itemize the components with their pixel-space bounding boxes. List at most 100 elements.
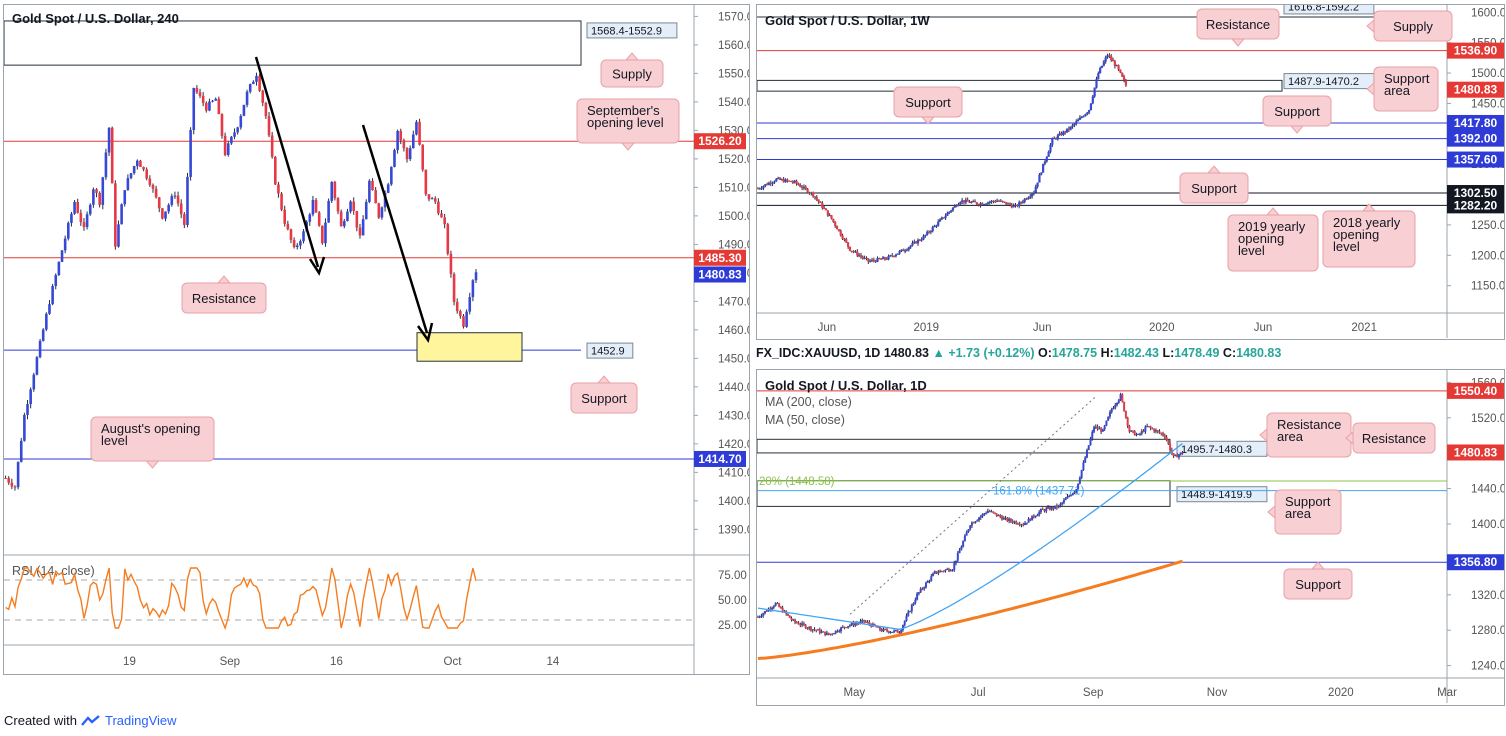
h4-price-tag-1414-bg (694, 450, 746, 467)
weekly-candle (810, 192, 813, 194)
h4-candle (399, 130, 403, 141)
h4-candle (455, 301, 459, 312)
c1-y-tick-label: 1600.00 (1471, 7, 1504, 19)
daily-candle (817, 629, 820, 631)
daily-candle (822, 631, 825, 633)
weekly-support-callout-1: Support (893, 86, 963, 125)
weekly-candle (1038, 174, 1041, 183)
daily-candle (1179, 452, 1182, 455)
h4-candle (252, 81, 255, 85)
daily-candle (901, 625, 904, 631)
weekly-candle (858, 255, 861, 257)
weekly-candle (957, 204, 960, 207)
daily-candle (771, 607, 774, 610)
h4-august-callout-text: level (101, 433, 128, 448)
weekly-support-callout-2: Support (1262, 95, 1332, 134)
footer: Created with TradingView (4, 713, 177, 728)
h4-candle (314, 199, 318, 213)
c0-y-tick-label: 1540.00 (718, 97, 749, 109)
weekly-price-tag: 1536.90 (1454, 44, 1498, 58)
daily-chart-title: Gold Spot / U.S. Dollar, 1D (765, 378, 927, 393)
h4-candle (173, 195, 177, 197)
weekly-candle (856, 251, 859, 256)
h4-support-callout-text: Support (581, 391, 627, 406)
daily-chart-panel[interactable]: Gold Spot / U.S. Dollar, 1D MA (200, clo… (756, 369, 1505, 706)
h4-supply-callout: Supply (600, 52, 664, 88)
daily-candle (919, 588, 922, 593)
h4-candle (405, 148, 409, 160)
weekly-candle (997, 200, 1001, 202)
weekly-candle (1016, 204, 1019, 207)
daily-candle (932, 573, 935, 577)
h4-candle (132, 166, 136, 174)
daily-candle (909, 611, 912, 613)
weekly-2018-opening-callout-text: 2018 yearly (1333, 215, 1401, 230)
c2-x-tick-label: Mar (1437, 687, 1457, 699)
weekly-candle (874, 260, 877, 262)
daily-candle (884, 628, 887, 630)
daily-candle (1082, 462, 1085, 470)
daily-candle (788, 615, 791, 618)
h4-candle (60, 250, 64, 262)
daily-candle (1008, 518, 1011, 522)
c0-y-tick-label: 1420.00 (718, 439, 749, 451)
daily-support-callout: Support (1283, 561, 1353, 600)
h4-candle (16, 461, 20, 488)
weekly-candle (1067, 128, 1070, 130)
daily-candle (1045, 508, 1048, 512)
weekly-candle (1010, 204, 1013, 208)
h4-chart-panel[interactable]: Gold Spot / U.S. Dollar, 240 1570.00 1560… (3, 4, 750, 675)
h4-candle (459, 311, 462, 316)
h4-candle (239, 115, 243, 128)
h4-chart-title: Gold Spot / U.S. Dollar, 240 (12, 11, 179, 26)
daily-zone-0 (757, 438, 1171, 454)
weekly-support-area-callout-pointer (1366, 81, 1375, 97)
footer-brand[interactable]: TradingView (104, 713, 177, 728)
weekly-supply-zone-label: 1616.8-1592.2 (1288, 5, 1359, 13)
daily-candle (942, 571, 945, 573)
c0-y-tick-label: 1510.00 (718, 182, 749, 194)
daily-candle (1137, 433, 1140, 435)
weekly-candle (832, 218, 835, 222)
h4-candle (258, 75, 261, 91)
weekly-chart-panel[interactable]: Gold Spot / U.S. Dollar, 1W 1600.001550.… (756, 4, 1505, 340)
weekly-price-tag-bg (1447, 81, 1504, 98)
daily-candle (972, 522, 975, 524)
weekly-candle (933, 225, 936, 228)
weekly-candle (920, 239, 923, 241)
daily-last: 1480.83 (883, 346, 929, 360)
h4-candle (452, 273, 456, 302)
daily-candle (1070, 495, 1073, 497)
daily-candle (790, 617, 793, 620)
daily-candle (804, 624, 807, 629)
h4-price-tag-1480: 1480.83 (698, 268, 742, 282)
h4-supply-zone-label-bg (586, 22, 678, 39)
weekly-candle (1073, 123, 1076, 126)
daily-close-label: C: (1222, 346, 1237, 360)
h4-candle (361, 219, 365, 236)
h4-candle (151, 184, 155, 189)
daily-candle (1142, 430, 1145, 432)
daily-candle (795, 622, 798, 624)
h4-supply-zone-label: 1568.4-1552.9 (591, 25, 662, 37)
daily-candle (967, 529, 970, 533)
daily-ma200-line (757, 559, 1183, 660)
daily-candle (1089, 438, 1092, 446)
weekly-candle (905, 249, 909, 251)
h4-candle (386, 184, 390, 193)
weekly-candle (771, 182, 774, 184)
daily-candle (772, 606, 775, 608)
daily-candle (1167, 440, 1170, 444)
weekly-candle (1005, 202, 1008, 205)
weekly-candle (1060, 133, 1063, 135)
daily-candle (1024, 523, 1027, 525)
weekly-candle (859, 255, 863, 257)
weekly-candle (797, 183, 800, 186)
daily-candle (868, 622, 871, 625)
daily-candle (1172, 453, 1175, 457)
daily-candle (861, 619, 864, 622)
h4-rsi-tick-label: 75.00 (718, 570, 747, 582)
daily-candle (855, 623, 858, 625)
weekly-candle (863, 257, 866, 259)
